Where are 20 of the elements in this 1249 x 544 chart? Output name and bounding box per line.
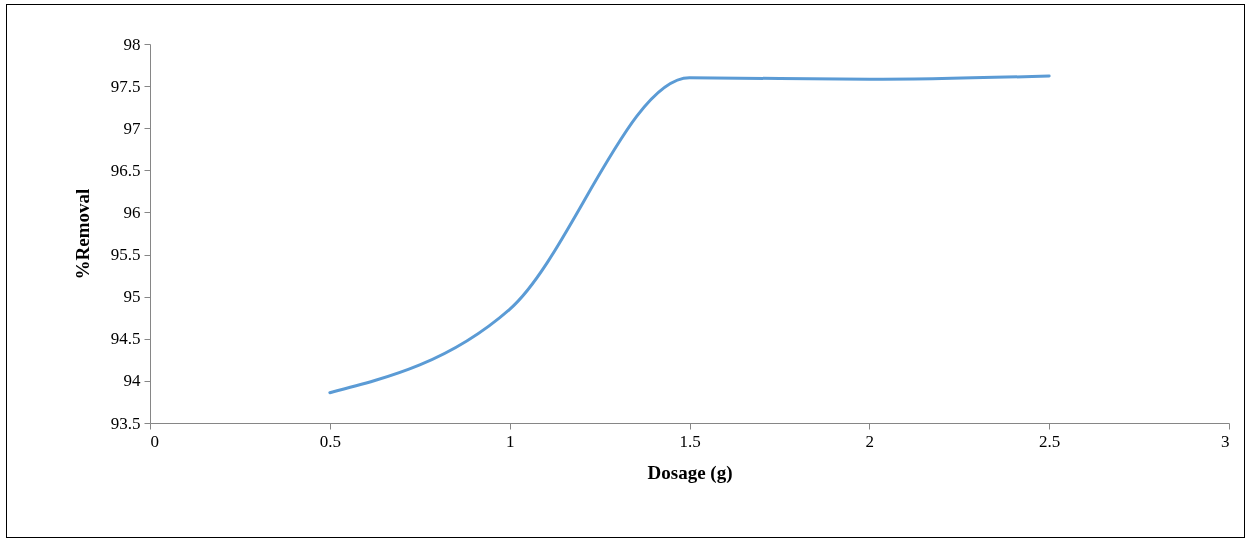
y-tick-label: 94.5 — [110, 329, 141, 349]
x-tick-label: 1 — [505, 431, 515, 451]
x-tick-label: 2 — [865, 431, 875, 451]
line-series — [328, 74, 1051, 395]
x-tick-label: 3 — [1221, 431, 1230, 451]
y-tick-label: 95 — [123, 287, 141, 307]
y-tick-label: 93.5 — [110, 413, 141, 433]
y-tick-label: 94 — [123, 371, 141, 391]
y-tick-label: 96.5 — [110, 160, 141, 180]
y-tick-label: 97 — [123, 118, 141, 138]
y-tick-label: 96 — [123, 202, 141, 222]
y-tick-label: 97.5 — [110, 76, 141, 96]
x-axis-title: Dosage (g) — [647, 461, 733, 484]
x-tick-label: 2.5 — [1039, 431, 1061, 451]
x-tick-label: 1.5 — [679, 431, 701, 451]
y-axis-title: %Removal — [71, 188, 93, 280]
x-tick-label: 0 — [150, 431, 159, 451]
y-tick-label: 98 — [123, 34, 141, 54]
x-tick-label: 0.5 — [319, 431, 341, 451]
y-tick-label: 95.5 — [110, 245, 141, 265]
